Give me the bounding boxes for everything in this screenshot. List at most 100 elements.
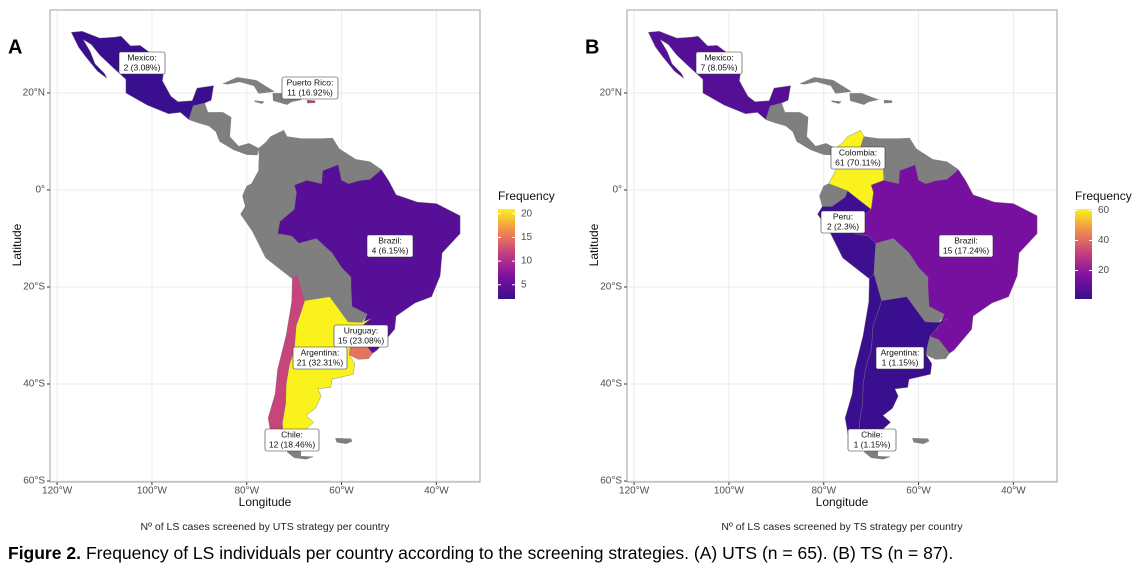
country-name: Argentina: (301, 347, 340, 357)
country-label-box (118, 51, 166, 75)
country-label-box (366, 234, 414, 258)
x-tick-label: 60°W (329, 486, 354, 497)
country-value-label: 11 (16.92%) (287, 87, 333, 97)
country-label-box (830, 146, 886, 170)
y-tick-label: 60°S (600, 476, 622, 487)
country-shape-no-data (765, 102, 836, 156)
country-shape (306, 99, 316, 104)
x-tick-label: 40°W (1001, 486, 1026, 497)
legend-colorbar (1075, 209, 1092, 299)
country-label-box (264, 428, 320, 452)
country-value-label: 15 (17.24%) (943, 245, 989, 255)
country-name: Argentina: (881, 347, 920, 357)
country-name: Chile: (281, 429, 303, 439)
country-label-box (820, 210, 866, 234)
country-name: Colombia: (839, 147, 877, 157)
y-axis-title: Latitude (587, 223, 601, 266)
country-shape-no-data (286, 444, 314, 460)
x-tick-label: 120°W (619, 486, 650, 497)
country-shape-no-data (222, 77, 275, 94)
country-name: Uruguay: (344, 325, 379, 335)
legend-tick-label: 60 (1098, 205, 1110, 216)
country-value-label: 2 (3.08%) (124, 62, 161, 72)
y-tick-label: 40°S (23, 379, 45, 390)
figure-caption-text: Frequency of LS individuals per country … (86, 543, 953, 563)
countries (71, 31, 461, 460)
plot-border (626, 9, 1058, 483)
country-value-label: 2 (2.3%) (827, 221, 859, 231)
legend-title: Frequency (498, 189, 555, 203)
x-axis-title: Longitude (816, 495, 869, 509)
x-tick-label: 60°W (906, 486, 931, 497)
country-value-label: 12 (18.46%) (269, 439, 315, 449)
country-value-label: 1 (1.15%) (882, 357, 919, 367)
country-shape-no-data (883, 99, 893, 104)
y-tick-label: 40°S (600, 379, 622, 390)
country-shape-no-data (912, 438, 930, 444)
country-name: Peru: (833, 211, 853, 221)
country-label-box (281, 76, 339, 100)
y-tick-label: 20°N (23, 88, 45, 99)
country-label-box (695, 51, 743, 75)
map-panel: 120°W 100°W 80°W 60°W 40°W 20°N 0° 20°S 40°S 60°S… (8, 9, 555, 533)
country-name: Puerto Rico: (287, 77, 334, 87)
x-axis-title: Longitude (239, 495, 292, 509)
panel-letter: A (8, 36, 22, 58)
country-shape-no-data (254, 100, 265, 104)
y-tick-label: 20°S (23, 282, 45, 293)
country-shape-no-data (831, 100, 842, 104)
x-tick-label: 100°W (137, 486, 168, 497)
country-shape-no-data (188, 102, 259, 156)
y-tick-label: 20°N (600, 88, 622, 99)
legend-title: Frequency (1075, 189, 1132, 203)
country-value-label: 1 (1.15%) (854, 439, 891, 449)
legend-tick-label: 15 (521, 232, 533, 243)
legend-tick-label: 20 (1098, 265, 1110, 276)
map-panel: 120°W 100°W 80°W 60°W 40°W 20°N 0° 20°S 40°S 60°S… (585, 9, 1132, 533)
panel-caption: Nº of LS cases screened by UTS strategy … (141, 521, 391, 533)
country-value-label: 4 (6.15%) (372, 245, 409, 255)
country-label-box (938, 234, 994, 258)
country-name: Mexico: (127, 52, 156, 62)
y-axis-title: Latitude (10, 223, 24, 266)
country-value-label: 7 (8.05%) (701, 62, 738, 72)
legend-tick-label: 5 (521, 279, 527, 290)
country-label-box (847, 428, 897, 452)
country-value-label: 15 (23.08%) (338, 335, 384, 345)
country-shape-no-data (799, 77, 852, 94)
y-tick-label: 0° (612, 185, 622, 196)
country-shape (854, 164, 1038, 354)
legend-colorbar (498, 209, 515, 299)
country-value-label: 61 (70.11%) (835, 157, 881, 167)
country-value-label: 21 (32.31%) (297, 357, 343, 367)
country-label-box (875, 346, 925, 370)
country-name: Chile: (861, 429, 883, 439)
country-label-box (292, 346, 348, 370)
x-tick-label: 120°W (42, 486, 73, 497)
y-tick-label: 0° (35, 185, 45, 196)
country-shape-no-data (863, 444, 891, 460)
country-shape-no-data (849, 93, 879, 105)
country-shape-no-data (335, 438, 353, 444)
figure-caption: Figure 2. Frequency of LS individuals per… (8, 543, 953, 563)
x-tick-label: 40°W (424, 486, 449, 497)
figure-caption-label: Figure 2. (8, 543, 81, 563)
plot-border (49, 9, 481, 483)
country-name: Mexico: (704, 52, 733, 62)
legend-tick-label: 40 (1098, 235, 1110, 246)
panel-caption: Nº of LS cases screened by TS strategy p… (721, 521, 963, 533)
x-tick-label: 80°W (811, 486, 836, 497)
country-name: Brazil: (954, 235, 978, 245)
country-shape (277, 164, 461, 354)
legend-tick-label: 10 (521, 256, 533, 267)
x-tick-label: 80°W (234, 486, 259, 497)
y-tick-label: 60°S (23, 476, 45, 487)
country-name: Brazil: (378, 235, 402, 245)
panel-letter: B (585, 36, 599, 58)
country-label-box (333, 324, 389, 348)
legend-tick-label: 20 (521, 208, 533, 219)
y-tick-label: 20°S (600, 282, 622, 293)
x-tick-label: 100°W (714, 486, 745, 497)
